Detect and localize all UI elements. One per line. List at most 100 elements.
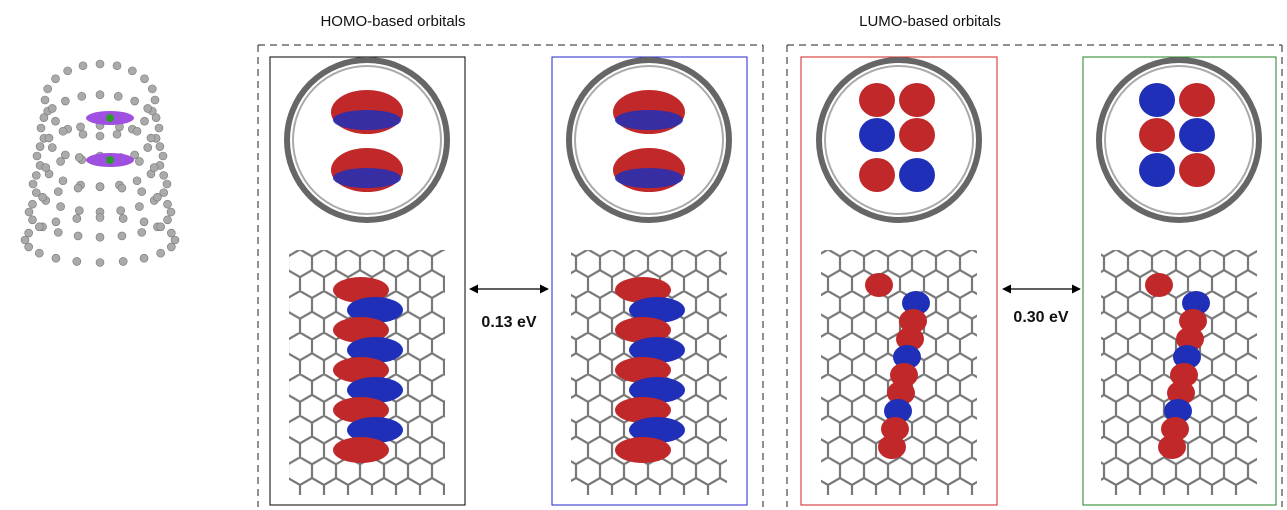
carbon-atom	[117, 207, 125, 215]
carbon-atom	[36, 143, 44, 151]
carbon-atom	[74, 184, 82, 192]
orbital-lobe	[1139, 83, 1175, 117]
orbital-lobe	[1179, 153, 1215, 187]
orbital-lobe	[333, 437, 389, 463]
orbital-lobe	[1139, 118, 1175, 152]
carbon-atom	[25, 208, 33, 216]
carbon-atom	[39, 193, 47, 201]
carbon-atom	[119, 215, 127, 223]
carbon-atom	[151, 96, 159, 104]
carbon-atom	[147, 134, 155, 142]
orbital-lobe	[1158, 435, 1186, 459]
orbital-lobe	[1139, 153, 1175, 187]
carbon-atom	[152, 114, 160, 122]
carbon-atom	[29, 180, 37, 188]
carbon-atom	[78, 92, 86, 100]
orbital-lobe	[333, 110, 401, 130]
orbital-lobe	[1179, 118, 1215, 152]
carbon-atom	[35, 249, 43, 257]
carbon-atom	[156, 143, 164, 151]
carbon-atom	[135, 203, 143, 211]
carbon-atom	[52, 75, 60, 83]
carbon-atom	[153, 193, 161, 201]
tube-cross-section	[1099, 60, 1259, 220]
carbon-atom	[140, 75, 148, 83]
orbital-lobe	[615, 168, 683, 188]
carbon-atom	[114, 92, 122, 100]
orbital-lobe	[615, 437, 671, 463]
carbon-atom	[52, 218, 60, 226]
metal-atom	[106, 114, 114, 122]
carbon-atom	[119, 257, 127, 265]
carbon-atom	[59, 177, 67, 185]
tube-cross-section	[819, 60, 979, 220]
orbital-lobe	[865, 273, 893, 297]
carbon-atom	[52, 117, 60, 125]
group-title: HOMO-based orbitals	[320, 13, 465, 30]
orbital-lobe	[899, 118, 935, 152]
carbon-atom	[42, 164, 50, 172]
carbon-atom	[163, 180, 171, 188]
metal-atom	[106, 156, 114, 164]
gap-label: 0.13 eV	[481, 314, 536, 331]
carbon-atom	[96, 60, 104, 68]
orbital-lobe	[859, 118, 895, 152]
orbital-lobe	[878, 435, 906, 459]
carbon-atom	[167, 229, 175, 237]
carbon-atom	[28, 216, 36, 224]
orbital-lobe	[1145, 273, 1173, 297]
carbon-atom	[167, 208, 175, 216]
carbon-atom	[57, 157, 65, 165]
carbon-atom	[118, 232, 126, 240]
carbon-atom	[164, 216, 172, 224]
carbon-atom	[96, 183, 104, 191]
carbon-atom	[33, 152, 41, 160]
carbon-atom	[148, 85, 156, 93]
carbon-atom	[140, 254, 148, 262]
carbon-atom	[75, 207, 83, 215]
orbital-lobe	[859, 83, 895, 117]
carbon-atom	[96, 233, 104, 241]
orbital-lobe	[899, 158, 935, 192]
molecular-renderings	[21, 60, 1259, 495]
carbon-atom	[28, 200, 36, 208]
carbon-atom	[25, 229, 33, 237]
carbon-atom	[131, 97, 139, 105]
carbon-atom	[113, 130, 121, 138]
carbon-atom	[61, 97, 69, 105]
carbon-atom	[144, 144, 152, 152]
carbon-atom	[133, 127, 141, 135]
carbon-atom	[35, 223, 43, 231]
carbon-atom	[140, 117, 148, 125]
carbon-atom	[41, 96, 49, 104]
carbon-atom	[138, 188, 146, 196]
carbon-atom	[140, 218, 148, 226]
carbon-atom	[44, 85, 52, 93]
carbon-atom	[118, 184, 126, 192]
carbon-atom	[73, 257, 81, 265]
carbon-atom	[79, 62, 87, 70]
tube-cross-section	[1105, 66, 1253, 214]
tube-cross-section	[569, 60, 729, 220]
orbital-lobe	[333, 168, 401, 188]
carbon-atom	[144, 104, 152, 112]
carbon-atom	[48, 104, 56, 112]
tube-cross-section	[825, 66, 973, 214]
carbon-atom	[128, 67, 136, 75]
carbon-atom	[64, 67, 72, 75]
tube-cross-section	[287, 60, 447, 220]
carbon-atom	[150, 164, 158, 172]
carbon-atom	[135, 157, 143, 165]
carbon-atom	[77, 123, 85, 131]
carbon-atom	[138, 228, 146, 236]
carbon-atom	[45, 134, 53, 142]
orbital-lobe	[1179, 83, 1215, 117]
group-title: LUMO-based orbitals	[859, 13, 1001, 30]
carbon-atom	[48, 144, 56, 152]
gap-label: 0.30 eV	[1013, 309, 1068, 326]
carbon-atom	[37, 124, 45, 132]
carbon-atom	[159, 152, 167, 160]
orbital-lobe	[899, 83, 935, 117]
carbon-atom	[157, 249, 165, 257]
carbon-atom	[160, 171, 168, 179]
